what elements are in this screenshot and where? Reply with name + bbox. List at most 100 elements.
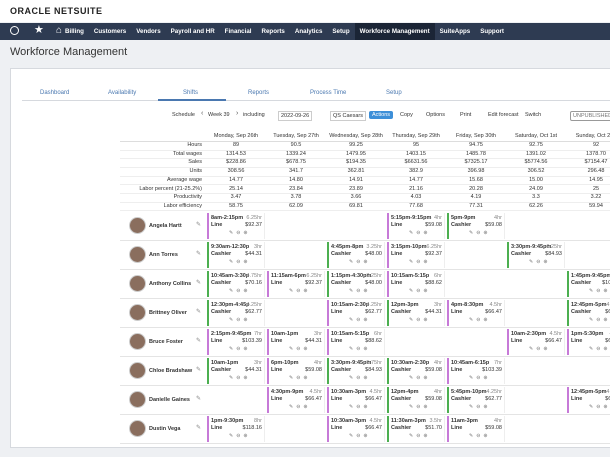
shift-card[interactable]: 2:15pm-9:45pm 7hr Line $103.39 ✎⊖⊕ (207, 329, 265, 355)
shift-actions[interactable]: ✎⊖⊕ (409, 433, 431, 439)
prev-week[interactable]: ‹ (201, 110, 204, 117)
toolbar-item[interactable]: Copy (400, 112, 413, 118)
shift-card[interactable]: 1:45pm-9:45pm7hrCashier$103.39✎⊖⊕ (567, 271, 610, 297)
nav-item[interactable]: Billing (65, 28, 84, 35)
toolbar-item[interactable]: QS Caesars (330, 111, 366, 121)
edit-icon[interactable]: ✎ (196, 251, 202, 257)
shift-actions[interactable]: ✎⊖⊕ (469, 375, 491, 381)
shift-actions[interactable]: ✎⊖⊕ (409, 317, 431, 323)
shift-card[interactable]: 5pm-9pm 4hr Cashier $59.08 ✎⊖⊕ (447, 213, 505, 239)
shift-actions[interactable]: ✎⊖⊕ (469, 317, 491, 323)
shift-actions[interactable]: ✎⊖⊕ (229, 317, 251, 323)
nav-item[interactable]: Payroll and HR (170, 28, 215, 35)
edit-icon[interactable]: ✎ (196, 367, 202, 373)
nav-item[interactable]: Workforce Management (354, 23, 435, 40)
edit-icon[interactable]: ✎ (196, 396, 202, 402)
toolbar-item[interactable]: Print (460, 112, 472, 118)
shift-actions[interactable]: ✎⊖⊕ (349, 346, 371, 352)
toolbar-item[interactable]: 2022-09-26 (278, 111, 313, 121)
edit-icon[interactable]: ✎ (196, 309, 202, 315)
nav-item[interactable]: Support (480, 28, 504, 35)
shift-actions[interactable]: ✎⊖⊕ (229, 433, 251, 439)
edit-icon[interactable]: ✎ (196, 222, 202, 228)
shift-card[interactable]: 4pm-8:30pm 4.5hr Line $66.47 ✎⊖⊕ (447, 300, 505, 326)
shift-card[interactable]: 3:30pm-9:45pm 6.25hr Cashier $84.93 ✎⊖⊕ (507, 242, 565, 268)
nav-item[interactable]: Setup (332, 28, 350, 35)
shift-actions[interactable]: ✎⊖⊕ (289, 404, 311, 410)
shift-actions[interactable]: ✎⊖⊕ (589, 317, 610, 323)
shift-card[interactable]: 10am-2:30pm 4.5hr Line $66.47 ✎⊖⊕ (507, 329, 565, 355)
shift-actions[interactable]: ✎⊖⊕ (289, 346, 311, 352)
shift-actions[interactable]: ✎⊖⊕ (409, 375, 431, 381)
shift-actions[interactable]: ✎⊖⊕ (469, 404, 491, 410)
tab[interactable]: Reports (248, 90, 270, 96)
shift-actions[interactable]: ✎⊖⊕ (229, 346, 251, 352)
shift-card[interactable]: 4:45pm-8pm 3.25hr Cashier $48.00 ✎⊖⊕ (327, 242, 385, 268)
shift-actions[interactable]: ✎⊖⊕ (409, 230, 431, 236)
shift-card[interactable]: 10am-1pm 3hr Line $44.31 ✎⊖⊕ (267, 329, 325, 355)
toolbar-item[interactable]: Switch (525, 112, 542, 118)
home-icon[interactable]: ⌂ (56, 25, 63, 36)
shift-actions[interactable]: ✎⊖⊕ (349, 433, 371, 439)
shift-card[interactable]: 1pm-9:30pm 8hr Line $118.16 ✎⊖⊕ (207, 416, 265, 442)
shift-card[interactable]: 10:30am-3pm 4.5hr Line $66.47 ✎⊖⊕ (327, 387, 385, 413)
shift-actions[interactable]: ✎⊖⊕ (409, 404, 431, 410)
toolbar-item[interactable]: Edit forecast (488, 112, 519, 118)
shift-card[interactable]: 10:30am-2:30p 4hr Cashier $59.08 ✎⊖⊕ (387, 358, 445, 384)
shift-card[interactable]: 10:15am-2:30p 4.25hr Line $62.77 ✎⊖⊕ (327, 300, 385, 326)
shift-card[interactable]: 6pm-10pm 4hr Line $59.08 ✎⊖⊕ (267, 358, 325, 384)
tab[interactable]: Availability (108, 90, 137, 96)
toolbar-item[interactable]: UNPUBLISHED (570, 111, 610, 121)
toolbar-item[interactable]: Actions (369, 111, 394, 119)
shift-actions[interactable]: ✎⊖⊕ (589, 404, 610, 410)
shift-card[interactable]: 12pm-4pm 4hr Cashier $59.08 ✎⊖⊕ (387, 387, 445, 413)
toolbar-item[interactable]: Week 39 (208, 112, 230, 118)
nav-item[interactable]: SuiteApps (439, 28, 471, 35)
tab[interactable]: Shifts (183, 90, 199, 96)
shift-actions[interactable]: ✎⊖⊕ (589, 288, 610, 294)
nav-item[interactable]: Vendors (136, 28, 161, 35)
shift-actions[interactable]: ✎⊖⊕ (349, 259, 371, 265)
history-icon[interactable] (10, 26, 19, 35)
shift-actions[interactable]: ✎⊖⊕ (469, 433, 491, 439)
shift-card[interactable]: 10:15am-5:15p 6hr Line $88.62 ✎⊖⊕ (387, 271, 445, 297)
edit-icon[interactable]: ✎ (196, 338, 202, 344)
edit-icon[interactable]: ✎ (196, 425, 202, 431)
toolbar-item[interactable]: including (243, 112, 265, 118)
shift-card[interactable]: 12pm-3pm 3hr Cashier $44.31 ✎⊖⊕ (387, 300, 445, 326)
shift-actions[interactable]: ✎⊖⊕ (229, 288, 251, 294)
shift-actions[interactable]: ✎⊖⊕ (229, 230, 251, 236)
shift-actions[interactable]: ✎⊖⊕ (409, 288, 431, 294)
edit-icon[interactable]: ✎ (196, 280, 202, 286)
nav-item[interactable]: Analytics (294, 28, 323, 35)
shift-card[interactable]: 3:30pm-9:45pm 5.75hr Cashier $84.93 ✎⊖⊕ (327, 358, 385, 384)
shift-actions[interactable]: ✎⊖⊕ (529, 346, 551, 352)
shift-card[interactable]: 8am-2:15pm 6.25hr Line $92.37 ✎⊖⊕ (207, 213, 265, 239)
shift-actions[interactable]: ✎⊖⊕ (529, 259, 551, 265)
shift-actions[interactable]: ✎⊖⊕ (349, 375, 371, 381)
shift-card[interactable]: 11am-3pm 4hr Line $59.08 ✎⊖⊕ (447, 416, 505, 442)
shift-card[interactable]: 5:15pm-9:15pm 4hr Line $59.08 ✎⊖⊕ (387, 213, 445, 239)
shift-card[interactable]: 9:30am-12:30p 3hr Cashier $44.31 ✎⊖⊕ (207, 242, 265, 268)
nav-item[interactable]: Customers (93, 28, 127, 35)
shift-actions[interactable]: ✎⊖⊕ (349, 317, 371, 323)
toolbar-item[interactable]: Options (426, 112, 445, 118)
shift-card[interactable]: 11:30am-3pm 3.5hr Cashier $51.70 ✎⊖⊕ (387, 416, 445, 442)
shift-card[interactable]: 1:15pm-4:30pm 3.25hr Cashier $48.00 ✎⊖⊕ (327, 271, 385, 297)
shift-card[interactable]: 3:15pm-10pm 6.25hr Line $92.37 ✎⊖⊕ (387, 242, 445, 268)
tab[interactable]: Setup (386, 90, 402, 96)
shift-card[interactable]: 5:45pm-10pm 4.25hr Cashier $62.77 ✎⊖⊕ (447, 387, 505, 413)
shift-actions[interactable]: ✎⊖⊕ (289, 288, 311, 294)
next-week[interactable]: › (236, 110, 239, 117)
shift-actions[interactable]: ✎⊖⊕ (229, 375, 251, 381)
shift-actions[interactable]: ✎⊖⊕ (469, 230, 491, 236)
tab[interactable]: Dashboard (40, 90, 70, 96)
nav-item[interactable]: Financial (224, 28, 252, 35)
shift-card[interactable]: 10:45am-6:15p 7hr Line $103.39 ✎⊖⊕ (447, 358, 505, 384)
nav-item[interactable]: Reports (261, 28, 285, 35)
star-icon[interactable]: ★ (34, 24, 44, 36)
shift-actions[interactable]: ✎⊖⊕ (349, 288, 371, 294)
